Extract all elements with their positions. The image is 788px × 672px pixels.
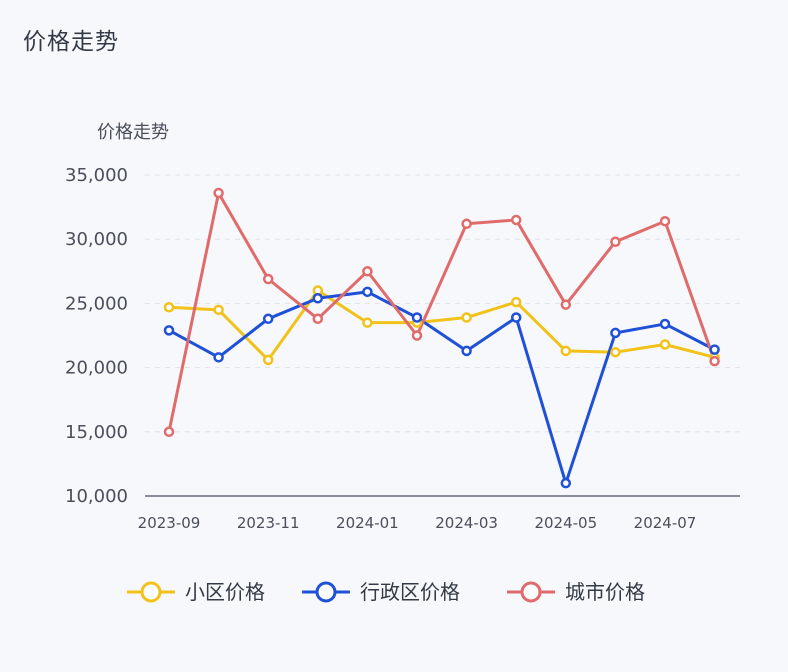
data-point xyxy=(362,317,373,328)
data-point xyxy=(163,302,175,313)
data-point xyxy=(262,313,274,325)
series-line-2 xyxy=(167,290,717,485)
y-axis-label: 价格走势 xyxy=(97,122,169,143)
data-point xyxy=(610,346,621,358)
data-point xyxy=(163,325,175,336)
data-point xyxy=(362,266,373,277)
data-point xyxy=(362,286,373,298)
data-point xyxy=(411,312,423,323)
data-point xyxy=(312,293,324,304)
y-tick-label: 30,000 xyxy=(65,229,128,250)
data-point xyxy=(163,426,175,438)
legend-label: 行政区价格 xyxy=(360,580,460,604)
y-tick-label: 25,000 xyxy=(65,293,128,314)
series-line-3 xyxy=(167,191,717,434)
data-point xyxy=(262,273,274,285)
data-point xyxy=(213,187,224,199)
legend-marker xyxy=(315,581,337,603)
series-line-1 xyxy=(167,289,717,362)
y-tick-label: 20,000 xyxy=(65,358,128,379)
page-title: 价格走势 xyxy=(23,29,119,55)
data-point xyxy=(560,477,572,489)
data-point xyxy=(213,304,224,316)
legend-marker xyxy=(520,581,542,603)
data-point xyxy=(709,344,720,355)
y-tick-label: 10,000 xyxy=(65,486,128,507)
x-tick-label: 2024-07 xyxy=(634,514,697,532)
data-point xyxy=(461,312,472,323)
data-point xyxy=(709,355,720,367)
data-point xyxy=(411,330,423,341)
data-point xyxy=(659,215,671,227)
data-point xyxy=(510,296,522,308)
data-point xyxy=(213,352,224,363)
data-point xyxy=(312,313,324,325)
data-point xyxy=(262,354,274,366)
data-point xyxy=(560,345,572,357)
x-tick-label: 2024-03 xyxy=(435,514,498,532)
x-tick-label: 2023-09 xyxy=(138,514,201,532)
data-point xyxy=(560,299,572,310)
legend-marker xyxy=(140,581,162,603)
legend-label: 城市价格 xyxy=(565,580,645,604)
x-tick-label: 2024-05 xyxy=(534,514,597,532)
data-point xyxy=(510,312,522,323)
data-point xyxy=(610,236,621,248)
data-point xyxy=(659,339,671,350)
y-tick-label: 15,000 xyxy=(65,422,128,443)
data-point xyxy=(461,218,472,230)
data-point xyxy=(610,327,621,339)
data-point xyxy=(659,318,671,330)
data-point xyxy=(461,345,472,357)
x-tick-label: 2023-11 xyxy=(237,514,300,532)
legend-label: 小区价格 xyxy=(185,580,265,604)
y-tick-label: 35,000 xyxy=(65,165,128,186)
data-point xyxy=(510,214,522,226)
x-tick-label: 2024-01 xyxy=(336,514,399,532)
